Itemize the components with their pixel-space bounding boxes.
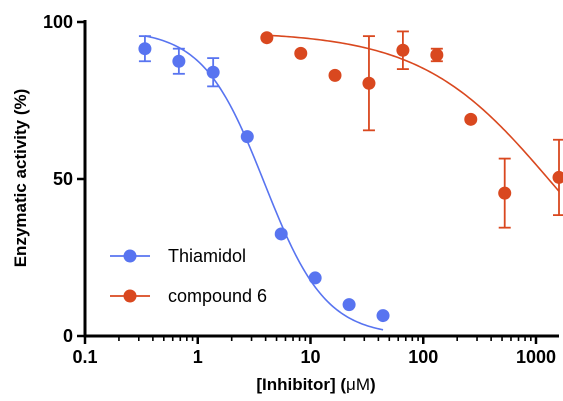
x-axis-title-unit: μM: [346, 375, 370, 394]
data-point: [552, 170, 563, 184]
data-point: [308, 271, 322, 285]
data-point: [464, 112, 478, 126]
x-axis-title-suffix: ): [370, 375, 376, 394]
data-point: [274, 227, 288, 241]
x-tick-label: 100: [408, 347, 438, 367]
legend-label: compound 6: [168, 286, 267, 306]
x-tick-label: 0.1: [72, 347, 97, 367]
data-point: [498, 186, 512, 200]
y-tick-label: 50: [53, 169, 73, 189]
legend: Thiamidol compound 6: [110, 246, 267, 306]
fit-curve: [266, 34, 560, 192]
data-point: [362, 76, 376, 90]
y-tick-label: 0: [63, 326, 73, 346]
x-tick-label: 1000: [516, 347, 556, 367]
x-tick-label: 1: [193, 347, 203, 367]
data-point: [138, 42, 152, 56]
y-tick-label: 100: [43, 12, 73, 32]
data-point: [260, 31, 274, 45]
data-point: [240, 130, 254, 144]
fit-curves: [144, 34, 560, 331]
error-bars: [138, 30, 563, 229]
axes: 0.1 1 10 100 1000 0 50 100: [43, 12, 559, 367]
data-point: [294, 46, 308, 60]
data-point: [206, 65, 220, 79]
x-axis-title-prefix: [Inhibitor] (: [256, 375, 346, 394]
legend-marker: [123, 249, 137, 263]
data-point: [396, 43, 410, 57]
x-axis-title: [Inhibitor] (μM): [256, 375, 375, 394]
data-point: [342, 298, 356, 312]
data-point: [376, 309, 390, 323]
data-point: [328, 68, 342, 82]
data-points: [138, 31, 563, 323]
legend-marker: [123, 289, 137, 303]
data-point: [430, 48, 444, 62]
y-axis-title: Enzymatic activity (%): [11, 89, 30, 268]
legend-label: Thiamidol: [168, 246, 246, 266]
fit-curve: [144, 35, 384, 331]
data-point: [172, 54, 186, 68]
x-tick-label: 10: [300, 347, 320, 367]
